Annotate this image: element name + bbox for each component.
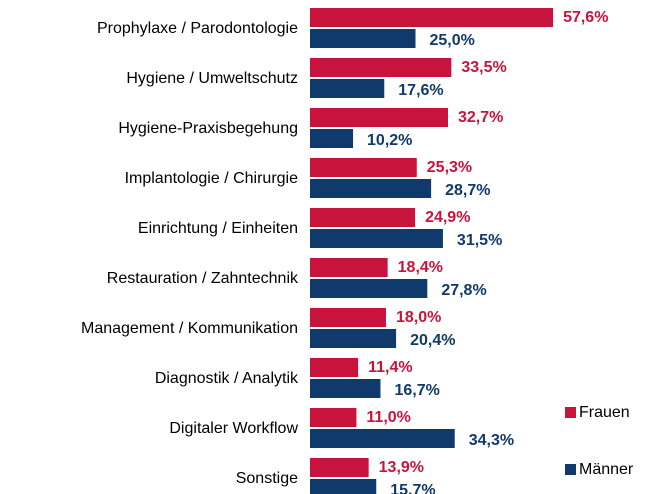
value-label: 11,0%	[366, 409, 410, 426]
bar	[310, 429, 455, 448]
bar	[310, 79, 385, 98]
bar	[310, 158, 417, 177]
value-label: 27,8%	[441, 282, 486, 299]
value-label: 31,5%	[457, 232, 502, 249]
bar	[310, 379, 381, 398]
bar	[310, 179, 432, 198]
legend-swatch	[565, 407, 576, 418]
category-label: Restauration / Zahntechnik	[107, 270, 299, 287]
legend-swatch	[565, 464, 576, 475]
bar	[310, 358, 359, 377]
value-label: 18,4%	[398, 259, 443, 276]
value-label: 25,0%	[430, 32, 475, 49]
value-label: 16,7%	[394, 382, 439, 399]
value-label: 28,7%	[445, 182, 490, 199]
bar	[310, 208, 416, 227]
bar	[310, 108, 448, 127]
value-label: 57,6%	[563, 9, 608, 26]
category-label: Prophylaxe / Parodontologie	[97, 20, 298, 37]
bar	[310, 29, 416, 48]
bar	[310, 408, 357, 427]
value-label: 25,3%	[427, 159, 472, 176]
value-label: 34,3%	[469, 432, 514, 449]
category-label: Einrichtung / Einheiten	[138, 220, 298, 237]
legend-label: Frauen	[579, 404, 630, 421]
bar	[310, 308, 386, 327]
bar	[310, 329, 397, 348]
value-label: 24,9%	[425, 209, 470, 226]
bar	[310, 58, 452, 77]
bar	[310, 279, 428, 298]
category-label: Digitaler Workflow	[169, 420, 298, 437]
value-label: 33,5%	[461, 59, 506, 76]
value-label: 32,7%	[458, 109, 503, 126]
value-label: 15,7%	[390, 482, 435, 494]
category-label: Hygiene-Praxisbegehung	[118, 120, 298, 137]
legend-label: Männer	[579, 461, 634, 478]
category-label: Management / Kommunikation	[81, 320, 298, 337]
value-label: 11,4%	[368, 359, 412, 376]
value-label: 20,4%	[410, 332, 455, 349]
category-label: Sonstige	[236, 470, 298, 487]
value-label: 10,2%	[367, 132, 412, 149]
bar	[310, 479, 377, 494]
bar	[310, 458, 369, 477]
bar	[310, 229, 443, 248]
value-label: 13,9%	[379, 459, 424, 476]
value-label: 17,6%	[398, 82, 443, 99]
bar	[310, 258, 388, 277]
bar	[310, 129, 354, 148]
bar	[310, 8, 554, 27]
category-label: Implantologie / Chirurgie	[125, 170, 299, 187]
category-label: Diagnostik / Analytik	[155, 370, 299, 387]
category-label: Hygiene / Umweltschutz	[126, 70, 298, 87]
value-label: 18,0%	[396, 309, 441, 326]
